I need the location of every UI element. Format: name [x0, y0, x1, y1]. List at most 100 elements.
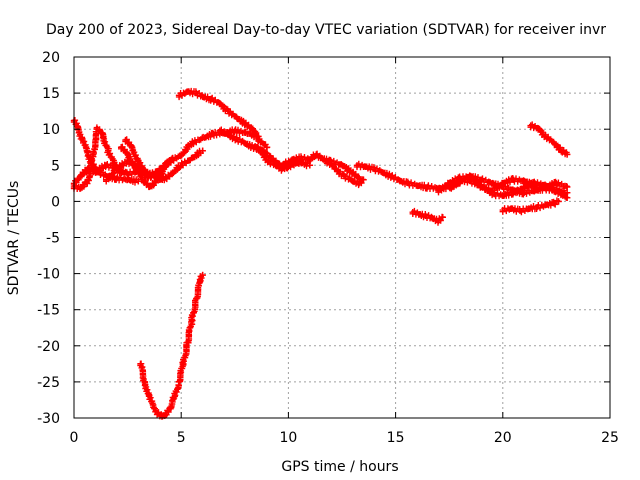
x-tick-label: 25: [601, 430, 619, 446]
data-point: [141, 378, 148, 386]
data-point: [199, 93, 206, 100]
data-point: [154, 169, 161, 176]
data-point: [259, 151, 266, 158]
data-point: [510, 176, 517, 183]
y-tick-label: -25: [37, 375, 60, 391]
data-point: [521, 189, 528, 196]
data-point: [162, 175, 170, 182]
y-tick-label: 0: [51, 194, 60, 210]
data-point: [456, 176, 464, 183]
data-point: [340, 172, 348, 180]
y-tick-label: 5: [51, 158, 60, 174]
data-point: [188, 140, 196, 147]
data-point: [105, 147, 112, 155]
data-point: [141, 177, 148, 185]
data-point: [405, 180, 412, 187]
x-tick-label: 10: [279, 430, 297, 446]
data-point: [197, 277, 204, 285]
data-point: [446, 180, 453, 187]
series-arc-18: [527, 121, 571, 158]
data-point: [484, 187, 491, 194]
data-point: [158, 413, 166, 420]
data-point: [216, 127, 223, 134]
data-point: [87, 165, 95, 173]
data-point: [499, 180, 506, 187]
data-point: [553, 180, 560, 187]
data-point: [113, 175, 121, 182]
data-point: [169, 154, 176, 162]
data-point: [154, 409, 161, 417]
data-point: [355, 180, 363, 187]
x-axis-label: GPS time / hours: [281, 459, 398, 475]
data-point: [424, 183, 431, 191]
data-point: [113, 165, 121, 173]
data-point: [248, 126, 256, 133]
data-point: [242, 140, 249, 147]
data-point: [349, 169, 356, 176]
data-point: [180, 360, 187, 368]
x-tick-label: 15: [387, 430, 405, 446]
data-point: [379, 169, 386, 176]
data-point: [233, 136, 241, 143]
x-tick-labels: 0 5 10 15 20 25: [70, 430, 619, 446]
x-tick-label: 5: [177, 430, 186, 446]
data-point: [175, 92, 183, 99]
data-point: [98, 129, 106, 137]
data-point: [242, 129, 249, 137]
grid: [74, 57, 610, 418]
data-point: [409, 209, 416, 216]
data-point: [338, 162, 346, 169]
data-point: [448, 183, 455, 191]
data-point: [150, 181, 157, 188]
data-point: [255, 133, 262, 140]
data-point: [491, 190, 498, 198]
data-point: [542, 201, 549, 209]
data-point: [253, 144, 260, 151]
data-point: [531, 180, 539, 187]
data-point: [130, 162, 138, 169]
y-tick-label: 10: [42, 122, 60, 138]
series-arc-09: [253, 143, 305, 174]
data-point: [208, 95, 215, 103]
data-point: [415, 211, 423, 218]
data-point: [92, 136, 99, 144]
data-point: [542, 182, 549, 189]
data-point: [306, 156, 314, 163]
data-point: [362, 163, 369, 170]
data-point: [516, 207, 524, 214]
y-tick-labels: -30 -25 -20 -15 -10 -5 0 5 10 15 20: [37, 50, 60, 427]
data-point: [141, 169, 148, 176]
data-point: [360, 176, 367, 183]
data-point: [413, 182, 421, 189]
data-point: [210, 131, 217, 138]
data-point: [306, 162, 314, 169]
data-point: [473, 180, 481, 187]
data-point: [563, 194, 571, 201]
data-point: [388, 172, 395, 180]
data-point: [102, 162, 110, 169]
x-tick-label: 20: [494, 430, 512, 446]
data-point: [527, 122, 534, 129]
data-point: [135, 169, 142, 176]
data-point: [265, 158, 273, 165]
data-point: [199, 134, 206, 142]
data-point: [193, 89, 200, 97]
data-point: [242, 120, 249, 127]
data-point: [467, 177, 474, 185]
data-point: [396, 177, 404, 185]
data-point: [178, 151, 185, 158]
data-point: [525, 205, 532, 212]
data-point: [147, 172, 155, 180]
data-point: [77, 172, 84, 180]
data-point: [510, 189, 517, 196]
y-axis-label: SDTVAR / TECUs: [6, 181, 22, 296]
data-point: [145, 393, 153, 400]
data-point: [175, 378, 183, 386]
series-arc-19: [137, 271, 206, 420]
data-point: [169, 169, 176, 176]
data-point: [233, 115, 241, 122]
data-point: [178, 162, 185, 169]
data-point: [122, 136, 129, 144]
series-arc-07: [175, 87, 262, 141]
